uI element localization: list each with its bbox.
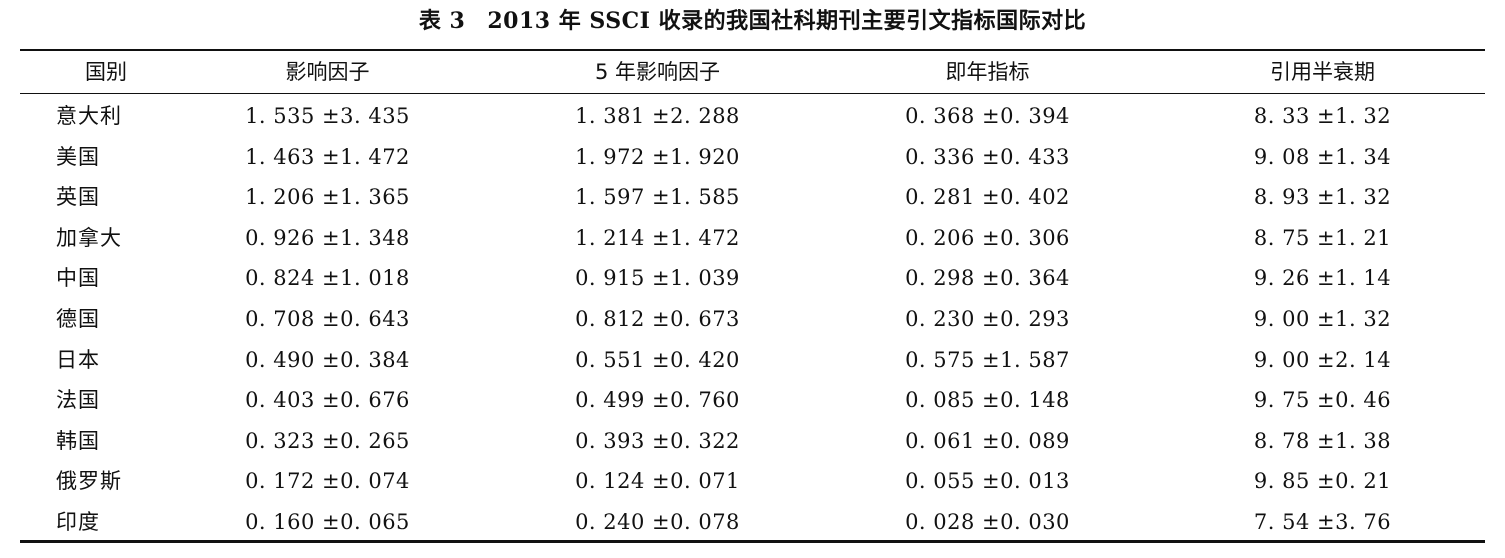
cell-impact-factor: 0. 926 ±1. 348 <box>245 225 410 250</box>
table-row: 加拿大 0. 926 ±1. 348 1. 214 ±1. 472 0. 206 ±0… <box>20 218 1485 259</box>
cell-immediacy-index: 0. 061 ±0. 089 <box>905 428 1070 453</box>
header-5yr-impact-factor: 5 年影响因子 <box>594 60 721 84</box>
cell-immediacy-index: 0. 085 ±0. 148 <box>905 388 1070 413</box>
table-title: 2013 年 SSCI 收录的我国社科期刊主要引文指标国际对比 <box>487 8 1087 34</box>
cell-cited-half-life: 9. 75 ±0. 46 <box>1253 388 1392 413</box>
cell-cited-half-life: 7. 54 ±3. 76 <box>1253 510 1392 534</box>
cell-5yr-impact-factor: 1. 381 ±2. 288 <box>575 104 740 128</box>
cell-5yr-impact-factor: 0. 240 ±0. 078 <box>575 510 740 534</box>
cell-impact-factor: 0. 490 ±0. 384 <box>245 347 410 372</box>
table-row: 印度 0. 160 ±0. 065 0. 240 ±0. 078 0. 028 ±0.… <box>20 502 1485 543</box>
cell-immediacy-index: 0. 281 ±0. 402 <box>905 185 1070 210</box>
cell-5yr-impact-factor: 0. 915 ±1. 039 <box>575 266 740 291</box>
cell-impact-factor: 1. 206 ±1. 365 <box>245 185 410 210</box>
cell-cited-half-life: 9. 26 ±1. 14 <box>1253 266 1392 291</box>
cell-immediacy-index: 0. 575 ±1. 587 <box>905 347 1070 372</box>
table-row: 德国 0. 708 ±0. 643 0. 812 ±0. 673 0. 230 ±0.… <box>20 299 1485 340</box>
cell-impact-factor: 0. 172 ±0. 074 <box>245 469 410 494</box>
cell-impact-factor: 0. 708 ±0. 643 <box>245 307 410 331</box>
cell-cited-half-life: 8. 75 ±1. 21 <box>1253 225 1392 250</box>
cell-country: 韩国 <box>56 428 100 453</box>
cell-cited-half-life: 8. 93 ±1. 32 <box>1253 185 1392 210</box>
cell-cited-half-life: 9. 08 ±1. 34 <box>1253 144 1392 169</box>
table-caption: 表 3 2013 年 SSCI 收录的我国社科期刊主要引文指标国际对比 <box>0 6 1505 36</box>
table-row: 韩国 0. 323 ±0. 265 0. 393 ±0. 322 0. 061 ±0.… <box>20 421 1485 462</box>
bottom-rule <box>20 540 1485 543</box>
cell-cited-half-life: 9. 00 ±1. 32 <box>1253 307 1392 331</box>
cell-impact-factor: 0. 323 ±0. 265 <box>245 428 410 453</box>
cell-cited-half-life: 9. 00 ±2. 14 <box>1253 347 1392 372</box>
cell-5yr-impact-factor: 0. 124 ±0. 071 <box>575 469 740 494</box>
cell-cited-half-life: 9. 85 ±0. 21 <box>1253 469 1392 494</box>
table-row: 俄罗斯 0. 172 ±0. 074 0. 124 ±0. 071 0. 055 ±0… <box>20 461 1485 502</box>
cell-immediacy-index: 0. 230 ±0. 293 <box>905 307 1070 331</box>
table-row: 日本 0. 490 ±0. 384 0. 551 ±0. 420 0. 575 ±1.… <box>20 340 1485 381</box>
cell-country: 印度 <box>56 510 100 534</box>
table-header-row: 国别 影响因子 5 年影响因子 即年指标 引用半衰期 <box>20 51 1485 93</box>
cell-impact-factor: 0. 403 ±0. 676 <box>245 388 410 413</box>
table-row: 美国 1. 463 ±1. 472 1. 972 ±1. 920 0. 336 ±0.… <box>20 137 1485 178</box>
cell-impact-factor: 1. 463 ±1. 472 <box>245 144 410 169</box>
header-immediacy-index: 即年指标 <box>945 60 1030 84</box>
table-row: 英国 1. 206 ±1. 365 1. 597 ±1. 585 0. 281 ±0.… <box>20 177 1485 218</box>
cell-country: 美国 <box>56 144 100 169</box>
cell-5yr-impact-factor: 1. 597 ±1. 585 <box>575 185 740 210</box>
cell-5yr-impact-factor: 0. 551 ±0. 420 <box>575 347 740 372</box>
cell-immediacy-index: 0. 028 ±0. 030 <box>905 510 1070 534</box>
cell-5yr-impact-factor: 0. 393 ±0. 322 <box>575 428 740 453</box>
cell-5yr-impact-factor: 0. 499 ±0. 760 <box>575 388 740 413</box>
cell-cited-half-life: 8. 33 ±1. 32 <box>1253 104 1392 128</box>
cell-country: 中国 <box>56 266 100 291</box>
cell-5yr-impact-factor: 1. 214 ±1. 472 <box>575 225 740 250</box>
cell-immediacy-index: 0. 298 ±0. 364 <box>905 266 1070 291</box>
cell-immediacy-index: 0. 336 ±0. 433 <box>905 144 1070 169</box>
cell-country: 日本 <box>56 347 100 372</box>
top-rule <box>20 49 1485 51</box>
cell-country: 法国 <box>56 388 100 413</box>
cell-immediacy-index: 0. 055 ±0. 013 <box>905 469 1070 494</box>
header-rule <box>20 93 1485 94</box>
cell-country: 俄罗斯 <box>56 469 122 494</box>
table-row: 中国 0. 824 ±1. 018 0. 915 ±1. 039 0. 298 ±0.… <box>20 258 1485 299</box>
header-country: 国别 <box>85 60 127 84</box>
header-cited-half-life: 引用半衰期 <box>1270 60 1375 84</box>
cell-country: 德国 <box>56 307 100 331</box>
cell-country: 意大利 <box>56 104 122 128</box>
table-row: 意大利 1. 535 ±3. 435 1. 381 ±2. 288 0. 368 ±0… <box>20 96 1485 137</box>
cell-5yr-impact-factor: 0. 812 ±0. 673 <box>575 307 740 331</box>
cell-immediacy-index: 0. 206 ±0. 306 <box>905 225 1070 250</box>
cell-cited-half-life: 8. 78 ±1. 38 <box>1253 428 1392 453</box>
cell-impact-factor: 1. 535 ±3. 435 <box>245 104 410 128</box>
cell-5yr-impact-factor: 1. 972 ±1. 920 <box>575 144 740 169</box>
table-label: 表 3 <box>418 8 466 34</box>
cell-impact-factor: 0. 824 ±1. 018 <box>245 266 410 291</box>
header-impact-factor: 影响因子 <box>285 60 370 84</box>
cell-impact-factor: 0. 160 ±0. 065 <box>245 510 410 534</box>
cell-country: 英国 <box>56 185 100 210</box>
cell-country: 加拿大 <box>56 225 122 250</box>
table-row: 法国 0. 403 ±0. 676 0. 499 ±0. 760 0. 085 ±0.… <box>20 380 1485 421</box>
cell-immediacy-index: 0. 368 ±0. 394 <box>905 104 1070 128</box>
